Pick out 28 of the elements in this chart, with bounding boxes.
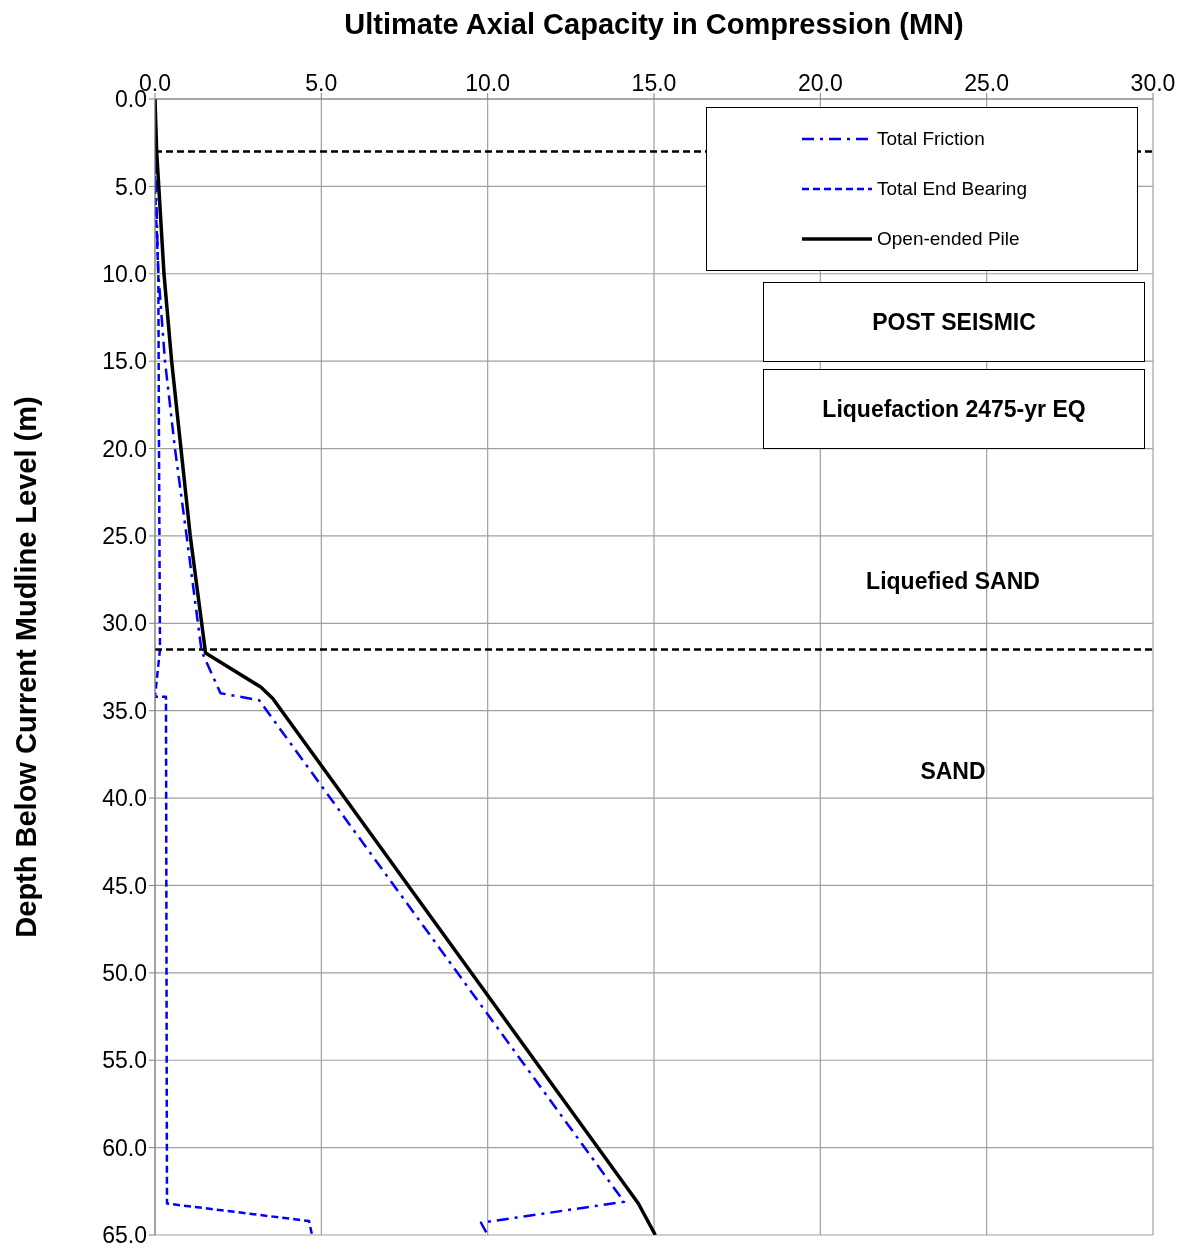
y-tick-label: 5.0 (115, 173, 147, 200)
legend-label: Total Friction (877, 128, 985, 150)
y-tick-label: 65.0 (102, 1222, 147, 1249)
y-tick-label: 10.0 (102, 260, 147, 287)
y-tick-label: 50.0 (102, 960, 147, 987)
y-tick-label: 35.0 (102, 697, 147, 724)
y-tick-label: 55.0 (102, 1047, 147, 1074)
y-tick-label: 45.0 (102, 872, 147, 899)
x-tick-label: 20.0 (797, 70, 843, 96)
legend-label: Total End Bearing (877, 178, 1027, 200)
y-tick-label: 15.0 (102, 348, 147, 375)
x-tick-label: 25.0 (964, 70, 1010, 96)
y-axis-title: Depth Below Current Mudline Level (m) (9, 396, 43, 938)
y-tick-label: 20.0 (102, 435, 147, 462)
x-tick-label: 30.0 (1130, 70, 1176, 96)
text-box: POST SEISMIC (763, 282, 1145, 362)
annotation: Liquefied SAND (865, 568, 1041, 595)
text-box: Liquefaction 2475-yr EQ (763, 369, 1145, 449)
y-tick-label: 40.0 (102, 785, 147, 812)
x-tick-label: 15.0 (631, 70, 677, 96)
x-tick-label: 10.0 (465, 70, 511, 96)
annotation: SAND (919, 758, 987, 785)
y-tick-label: 60.0 (102, 1134, 147, 1161)
chart-title: Ultimate Axial Capacity in Compression (MN) (343, 8, 965, 41)
x-tick-label: 5.0 (305, 70, 338, 96)
legend-label: Open-ended Pile (877, 228, 1020, 250)
y-tick-label: 25.0 (102, 523, 147, 550)
y-tick-label: 30.0 (102, 610, 147, 637)
